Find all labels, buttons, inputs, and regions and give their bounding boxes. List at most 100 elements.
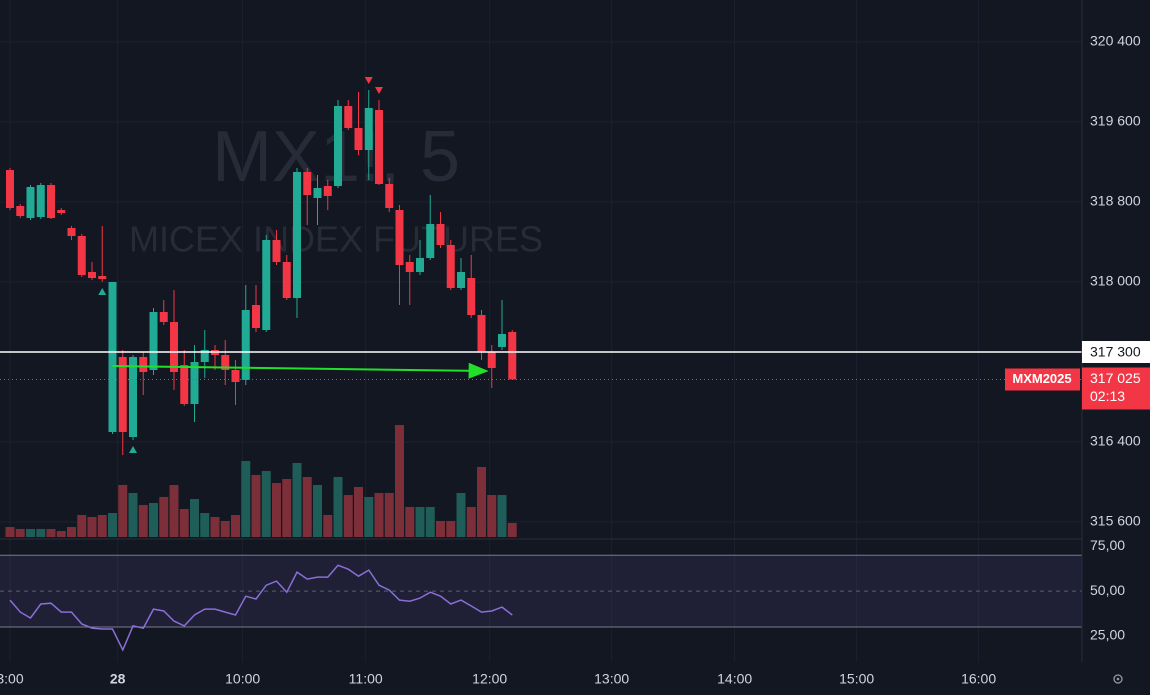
volume-bar [333,477,343,537]
candle-body [334,106,342,186]
x-tick-label: 11:00 [349,671,383,687]
candle-body [446,245,455,288]
volume-bar [46,529,56,537]
volume-bar [210,517,220,537]
price-line-label: 317 300 [1090,344,1141,360]
rsi-tick-label: 75,00 [1090,537,1125,553]
volume-bar [251,475,261,537]
candle-body [190,362,199,404]
volume-bar [200,513,210,537]
x-tick-label: 13:00 [594,671,629,687]
y-tick-label: 319 600 [1090,113,1141,129]
volume-bar [5,527,15,537]
volume-bar [272,483,281,537]
volume-bar [77,515,87,537]
candle-body [272,240,281,262]
rsi-tick-label: 50,00 [1090,582,1125,598]
volume-bar [436,521,445,537]
volume-bar [220,521,230,537]
volume-bar [26,529,35,537]
volume-bar [354,487,363,537]
volume-bar [87,517,97,537]
candle-body [508,332,517,380]
candle-body [108,282,117,432]
sell-signal [375,87,383,94]
x-tick-label: 10:00 [225,671,260,687]
candle-body [385,184,394,208]
x-tick-label: 28 [110,671,126,687]
candle-body [375,110,383,184]
volume-bar [56,531,66,537]
volume-bar [159,497,169,537]
symbol-box [1005,368,1080,391]
candle-body [344,106,353,128]
price-line-label-box [1082,341,1150,363]
volume-bar [190,499,199,537]
grid [0,0,1082,662]
candle-body [457,272,465,288]
y-tick-label: 315 600 [1090,513,1141,529]
candle-body [303,172,312,195]
watermark-name: MICEX INDEX FUTURES [129,219,543,260]
volume-bar [364,497,374,537]
volume-bar [415,507,425,537]
volume-bar [395,425,404,537]
candle-body [26,187,35,218]
buy-signal [98,288,107,295]
candle-body [313,188,322,198]
settings-icon[interactable] [1113,674,1123,684]
y-tick-label: 318 000 [1090,273,1141,289]
candle-body [487,352,496,368]
settings-icon-dot[interactable] [1116,677,1120,681]
volume-bar [36,529,46,537]
volume-bar [128,493,138,537]
x-tick-label: 15:00 [839,671,874,687]
volume-bar [456,493,466,537]
candle-body [200,350,209,362]
candle-body [231,370,240,382]
candle-body [405,262,414,272]
trend-arrow [112,362,489,379]
volume-bar [507,523,517,537]
candle-body [241,310,250,380]
candle-body [282,262,291,298]
volume-bar [15,529,25,537]
candle-body [364,108,373,150]
volume-bar [282,479,292,537]
last-price-box [1082,367,1150,410]
candle-body [498,334,506,347]
candle-body [98,276,107,279]
volume-bar [67,527,76,537]
symbol-label: MXM2025 [1012,371,1071,386]
countdown-label: 02:13 [1090,388,1125,404]
volume-bar [405,507,415,537]
candle-body [67,228,76,236]
plot [0,77,1082,652]
last-price-label: 317 025 [1090,370,1141,386]
volume-bar [179,509,189,537]
candle-body [467,278,476,315]
y-tick-label: 318 800 [1090,193,1141,209]
candle-body [88,272,96,278]
y-tick-label: 316 400 [1090,433,1141,449]
x-tick-label: 14:00 [717,671,752,687]
volume-bar [292,463,302,537]
buy-signal [129,446,137,453]
candle-body [354,128,363,150]
candle-body [36,185,45,217]
volume-bar [118,485,128,537]
volume-bar [425,507,435,537]
candle-body [129,357,137,437]
candle-body [118,357,127,432]
volume-bar [149,503,158,537]
candle-body [77,236,86,275]
volume-bar [497,495,507,537]
volume-bar [169,485,179,537]
sell-signal [364,77,373,84]
volume-bar [446,521,456,537]
candle-body [57,210,66,213]
x-tick-label: 3:00 [0,671,24,687]
candle-body [436,224,445,245]
volume-bar [231,515,240,537]
